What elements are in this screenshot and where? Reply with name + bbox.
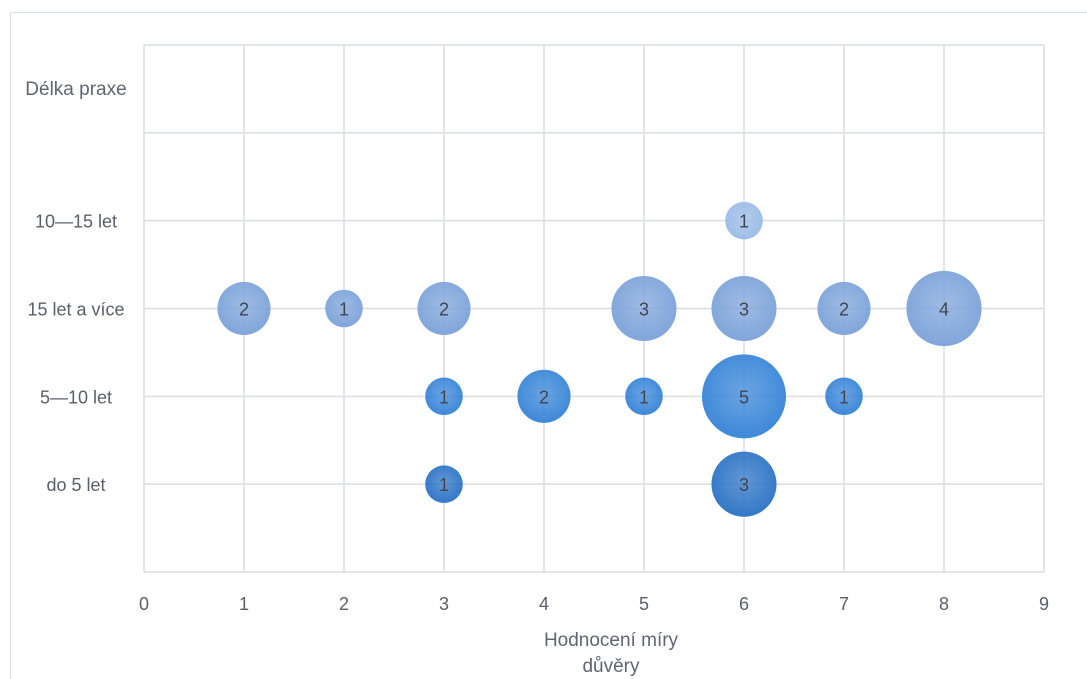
bubble-value-label: 4 xyxy=(939,300,949,320)
grid-lines xyxy=(143,44,1045,573)
bubble xyxy=(725,201,763,240)
bubble xyxy=(906,270,982,347)
y-tick-label: 15 let a více xyxy=(27,300,124,320)
bubble-value-label: 1 xyxy=(739,212,749,232)
bubble xyxy=(425,377,463,416)
x-tick-labels: 0 1 2 3 4 5 6 7 8 9 xyxy=(139,594,1049,614)
y-axis-title: Délka praxe xyxy=(25,79,126,100)
y-tick-label: 10—15 let xyxy=(35,212,117,232)
y-tick-label: 5—10 let xyxy=(40,387,112,407)
bubble-value-label: 2 xyxy=(239,300,249,320)
x-axis-label-line-2: důvěry xyxy=(582,656,640,677)
x-tick-label: 3 xyxy=(439,594,449,614)
bubble xyxy=(217,281,271,336)
x-tick-label: 8 xyxy=(939,594,949,614)
y-tick-labels: do 5 let 5—10 let 15 let a více 10—15 let xyxy=(27,212,124,495)
bubble xyxy=(711,275,777,342)
x-tick-label: 6 xyxy=(739,594,749,614)
y-tick-label: do 5 let xyxy=(46,475,105,495)
x-tick-label: 2 xyxy=(339,594,349,614)
x-tick-label: 1 xyxy=(239,594,249,614)
chart-frame xyxy=(10,12,1087,679)
bubble-value-label: 1 xyxy=(639,387,649,407)
bubble-value-label: 3 xyxy=(739,300,749,320)
x-axis-label-line-1: Hodnocení míry xyxy=(544,630,679,651)
bubble-value-label: 2 xyxy=(539,387,549,407)
bubble xyxy=(611,275,677,342)
bubble xyxy=(817,281,871,336)
bubble xyxy=(417,281,471,336)
bubble xyxy=(517,369,571,423)
bubble-value-label: 3 xyxy=(739,475,749,495)
bubble xyxy=(425,465,463,503)
bubble xyxy=(711,451,777,517)
bubble xyxy=(625,377,663,416)
bubble-value-label: 1 xyxy=(339,300,349,320)
bubble xyxy=(702,354,786,439)
bubble-value-label: 2 xyxy=(839,300,849,320)
x-tick-label: 9 xyxy=(1039,594,1049,614)
bubble-value-label: 1 xyxy=(839,387,849,407)
bubble-value-label: 3 xyxy=(639,300,649,320)
x-tick-label: 7 xyxy=(839,594,849,614)
bubble-value-label: 5 xyxy=(739,387,749,407)
x-tick-label: 5 xyxy=(639,594,649,614)
bubble-value-label: 2 xyxy=(439,300,449,320)
x-tick-label: 0 xyxy=(139,594,149,614)
bubbles: 1 3 1 2 1 5 1 2 1 2 3 3 2 4 1 xyxy=(217,201,982,517)
bubble-value-label: 1 xyxy=(439,387,449,407)
bubble xyxy=(825,377,863,416)
x-tick-label: 4 xyxy=(539,594,549,614)
bubble xyxy=(325,289,363,328)
bubble-value-label: 1 xyxy=(439,475,449,495)
